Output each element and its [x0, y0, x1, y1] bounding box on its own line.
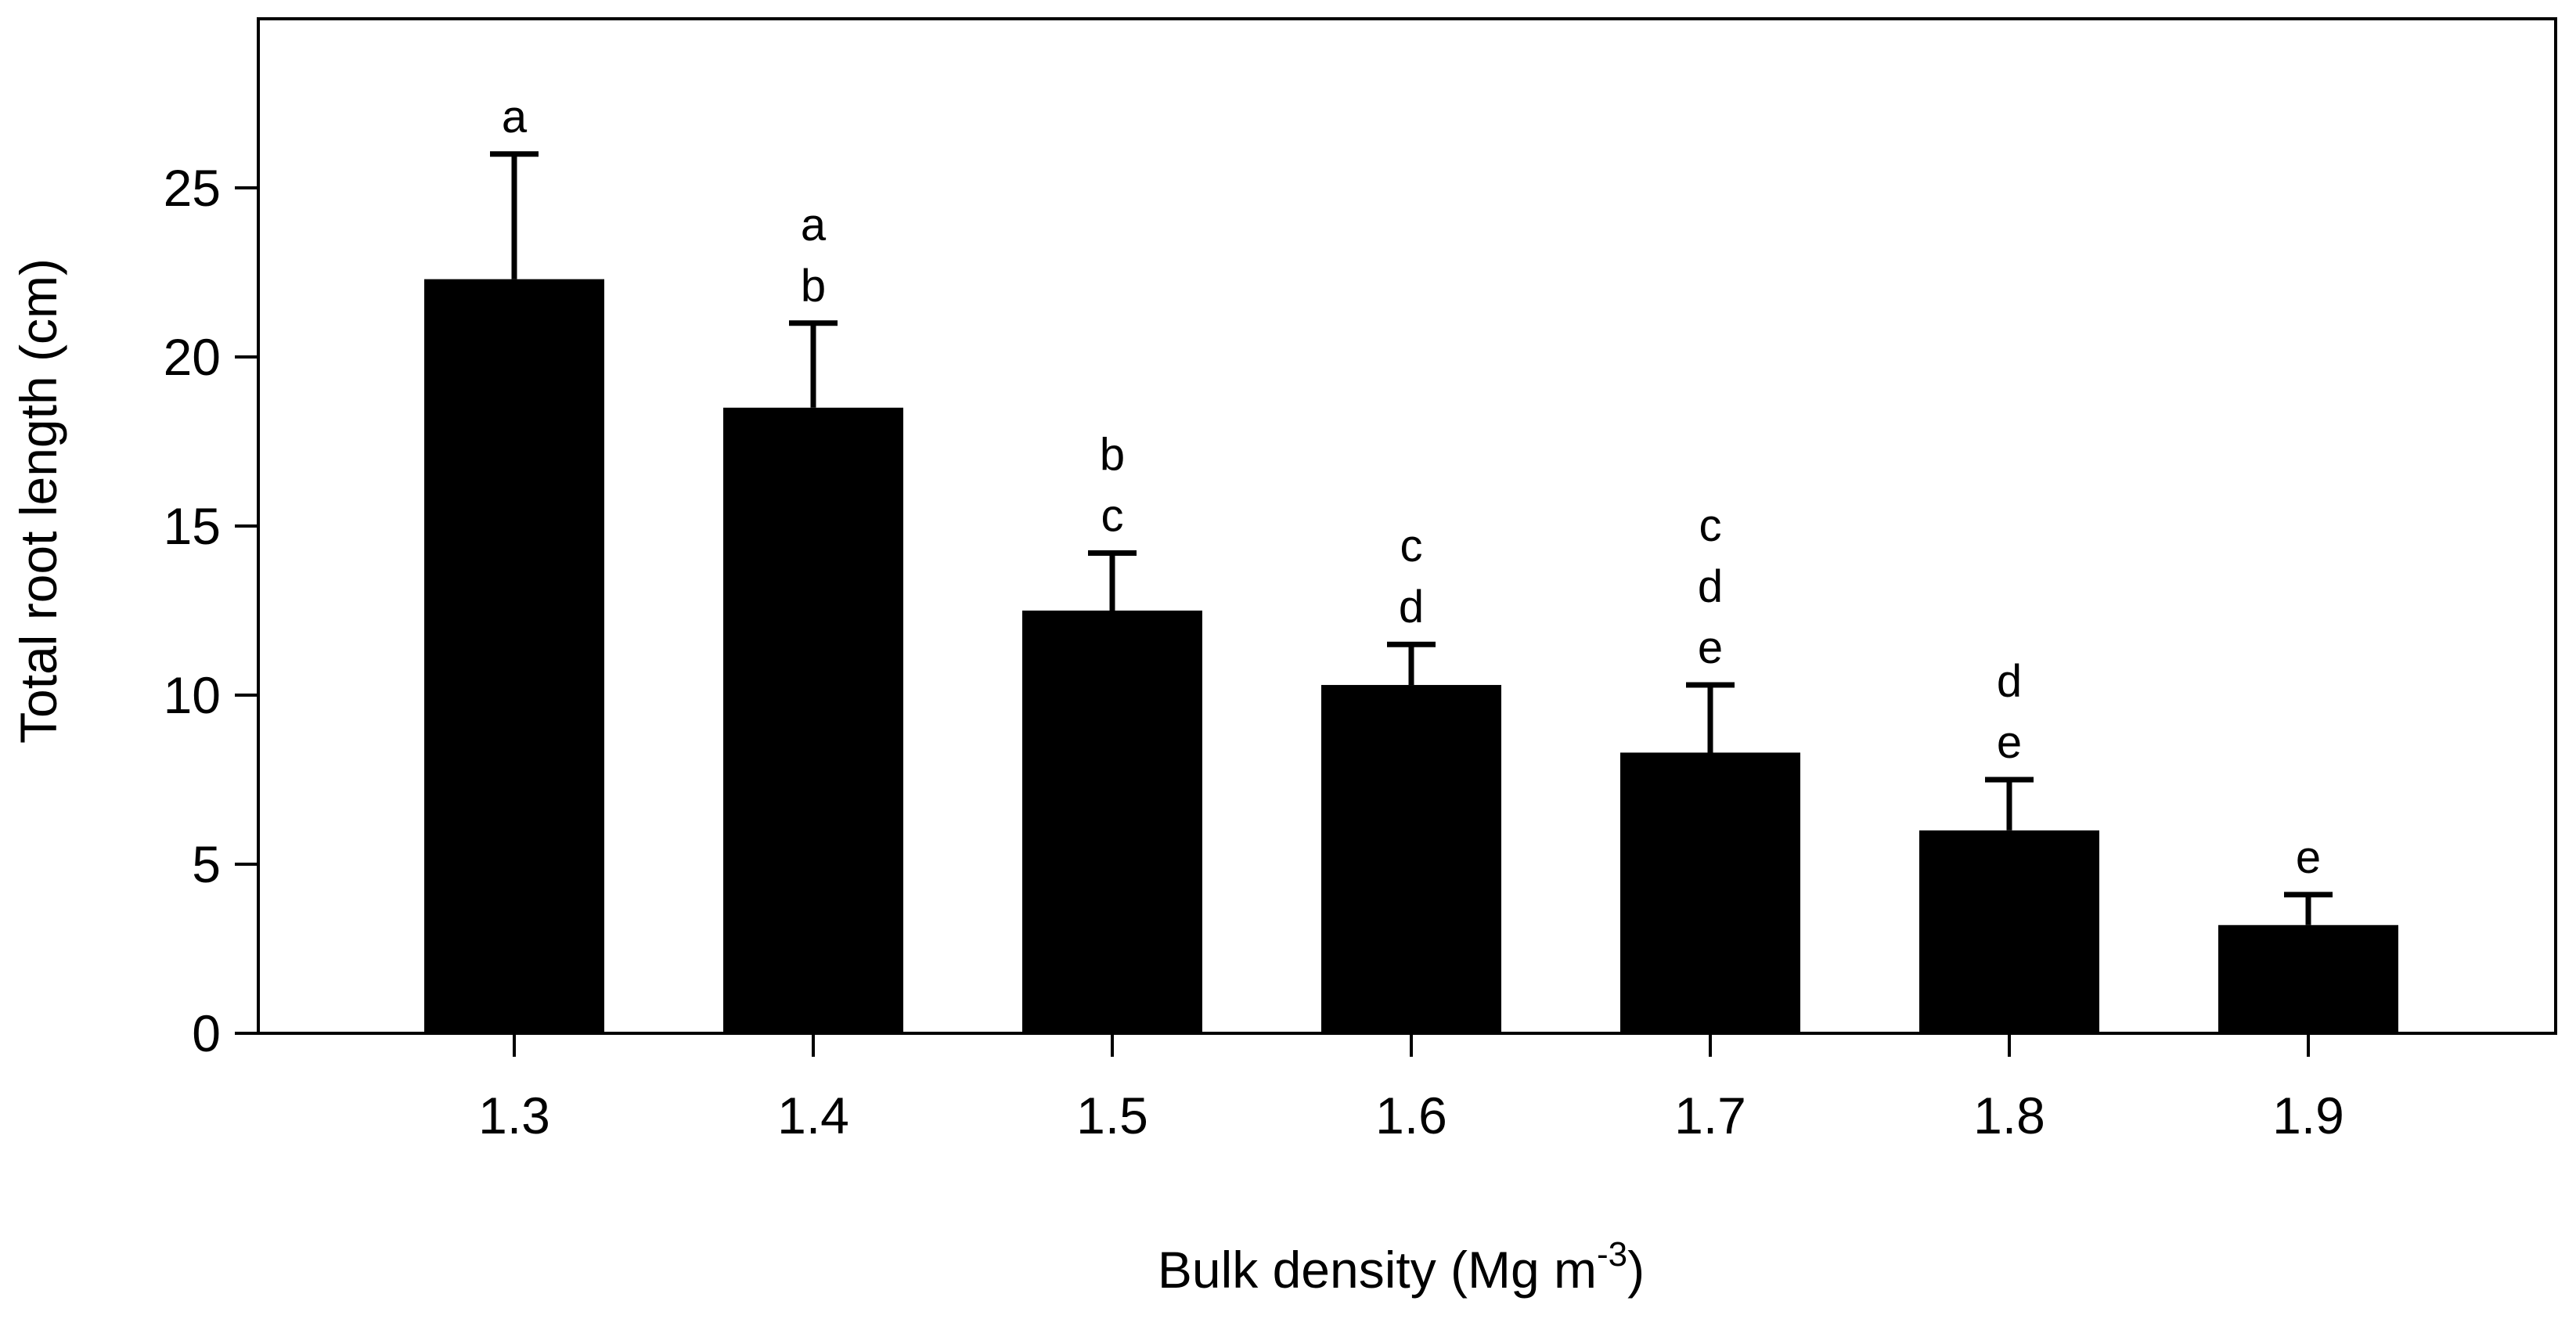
x-tick-label: 1.5 [1076, 1087, 1148, 1144]
bar [1022, 611, 1202, 1033]
x-axis-title-main: Bulk density (Mg m [1158, 1241, 1597, 1299]
x-tick-label: 1.8 [1973, 1087, 2045, 1144]
x-tick-label: 1.7 [1674, 1087, 1746, 1144]
y-tick-label: 0 [192, 1004, 221, 1062]
y-tick-label: 10 [164, 666, 221, 724]
x-axis-title-superscript: -3 [1597, 1235, 1627, 1274]
y-tick-label: 25 [164, 159, 221, 217]
y-tick-label: 5 [192, 835, 221, 893]
error-bars [490, 151, 2333, 925]
significance-letter: e [2296, 832, 2321, 883]
significance-letter: a [801, 200, 827, 250]
significance-letter: c [1101, 491, 1124, 542]
significance-letter: e [1698, 622, 1723, 673]
y-axis-title: Total root length (cm) [9, 258, 67, 744]
x-tick-label: 1.4 [777, 1087, 849, 1144]
x-tick-label: 1.6 [1375, 1087, 1447, 1144]
significance-letter: c [1400, 521, 1423, 571]
x-axis-title-close: ) [1627, 1241, 1645, 1299]
bar [424, 279, 604, 1033]
tick-labels: 0 5 10 15 20 25 1.3 1.4 1.5 1.6 1.7 1.8 1.9 [164, 159, 2344, 1144]
significance-letter: d [1698, 561, 1723, 612]
x-tick-label: 1.9 [2272, 1087, 2344, 1144]
significance-letter: d [1399, 582, 1424, 632]
bar [1321, 685, 1501, 1033]
significance-letter: d [1997, 656, 2022, 707]
bar [723, 407, 903, 1033]
bar [1919, 830, 2099, 1033]
significance-letter: a [502, 92, 528, 142]
significance-letter: c [1699, 500, 1722, 551]
significance-letter: b [801, 261, 826, 312]
bar [2218, 924, 2398, 1033]
significance-letter: b [1100, 430, 1125, 481]
x-tick-label: 1.3 [478, 1087, 550, 1144]
y-tick-label: 20 [164, 328, 221, 386]
significance-letter: e [1997, 717, 2022, 768]
x-axis-title: Bulk density (Mg m-3) [1158, 1235, 1645, 1299]
bar [1620, 752, 1800, 1033]
bars [424, 279, 2398, 1033]
y-tick-label: 15 [164, 497, 221, 555]
